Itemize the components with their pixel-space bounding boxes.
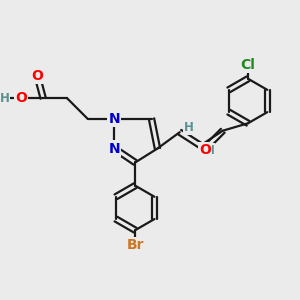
- Text: Cl: Cl: [241, 58, 256, 72]
- Text: N: N: [109, 142, 120, 155]
- Text: H: H: [184, 121, 194, 134]
- Text: O: O: [199, 143, 211, 157]
- Text: O: O: [31, 69, 43, 83]
- Text: O: O: [15, 91, 27, 105]
- Text: N: N: [109, 112, 120, 126]
- Text: H: H: [0, 92, 10, 104]
- Text: H: H: [205, 144, 214, 158]
- Text: Br: Br: [126, 238, 144, 252]
